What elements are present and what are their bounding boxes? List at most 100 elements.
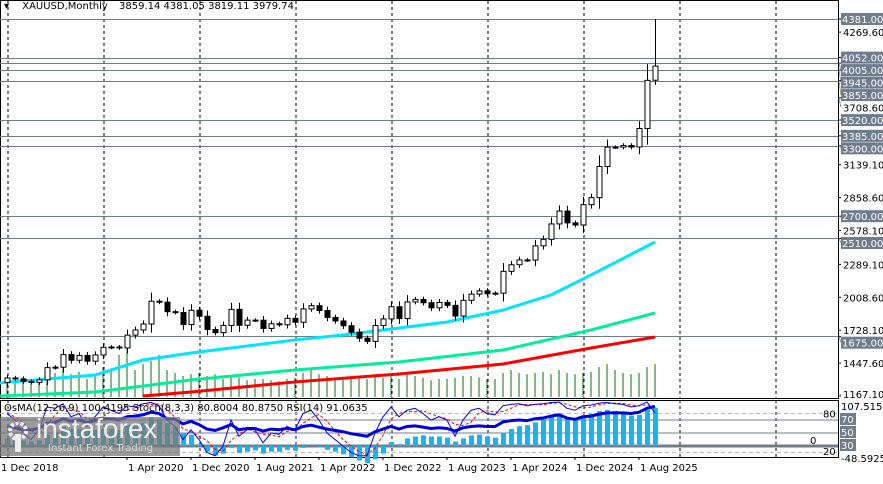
- candle: [236, 302, 243, 332]
- osma-bar: [653, 407, 658, 446]
- candle-body: [404, 301, 411, 320]
- candle: [580, 196, 587, 233]
- level-label-bg: [841, 336, 883, 349]
- level-label: 4381.00: [842, 15, 883, 26]
- candle-body: [604, 146, 611, 167]
- level-label-bg: [841, 76, 883, 89]
- osma-bar: [333, 446, 338, 452]
- candle-body: [100, 346, 107, 356]
- candle-body: [92, 354, 99, 362]
- osma-bar: [357, 446, 362, 461]
- candle-body: [516, 259, 523, 266]
- osma-bar: [573, 419, 578, 446]
- osma-bar: [525, 425, 530, 446]
- candle-body: [212, 329, 219, 334]
- y-tick-label: 1447.60: [843, 359, 883, 370]
- candle-body: [348, 325, 355, 333]
- candle: [556, 205, 563, 230]
- candle: [420, 296, 427, 306]
- candle: [92, 351, 99, 365]
- label-leader: [838, 97, 842, 108]
- moving-average-line: [142, 335, 656, 398]
- candle-body: [164, 301, 171, 313]
- candle-body: [644, 79, 651, 129]
- candle: [52, 365, 59, 370]
- indicator-level-label: 20: [823, 447, 836, 458]
- candle: [524, 258, 531, 262]
- osma-bar: [293, 446, 298, 451]
- candle-body: [300, 308, 307, 323]
- candle-body: [500, 270, 507, 294]
- candle-body: [252, 319, 259, 322]
- candle-body: [452, 304, 459, 317]
- candle-body: [244, 319, 251, 326]
- rsi-readout: RSI(14) 91.0635: [286, 403, 368, 414]
- watermark-logo: instaforex Instant Forex Trading: [0, 413, 180, 456]
- x-tick-label: 1 Dec 2022: [384, 463, 442, 474]
- osma-bar: [197, 444, 202, 446]
- candle-body: [28, 380, 35, 383]
- candle: [372, 319, 379, 348]
- osma-bar: [437, 436, 442, 446]
- osma-bar: [477, 434, 482, 446]
- candle: [540, 235, 547, 250]
- osma-bar: [453, 441, 458, 446]
- candle: [588, 193, 595, 209]
- candle-body: [564, 210, 571, 224]
- candle: [220, 321, 227, 337]
- candle: [4, 374, 11, 386]
- candle: [460, 293, 467, 323]
- candle: [20, 376, 27, 384]
- candle-body: [4, 377, 11, 383]
- candle-body: [332, 316, 339, 322]
- candle-body: [444, 301, 451, 306]
- candle-body: [492, 292, 499, 295]
- candle-body: [36, 379, 43, 383]
- candle-body: [652, 65, 659, 81]
- y-tick-label: 1167.10: [843, 390, 883, 401]
- osma-bar: [469, 435, 474, 446]
- candle-body: [420, 298, 427, 304]
- osma-bar: [605, 409, 610, 446]
- candle-body: [140, 323, 147, 331]
- chart-title: ▾ XAUUSD,Monthly 3859.14 4381.05 3819.11…: [4, 1, 294, 12]
- brand-name: instaforex: [36, 413, 158, 444]
- x-tick-label: 1 Aug 2021: [256, 463, 314, 474]
- osma-bar: [461, 438, 466, 446]
- x-tick-label: 1 Apr 2024: [512, 463, 567, 474]
- level-label: 4005.00: [842, 66, 883, 77]
- candle-body: [260, 319, 267, 329]
- candle-body: [276, 323, 283, 326]
- level-label-bg: [840, 413, 856, 425]
- candle-body: [76, 354, 83, 361]
- osma-bar: [429, 436, 434, 446]
- candle: [516, 256, 523, 268]
- candle-body: [284, 317, 291, 326]
- candle: [268, 320, 275, 332]
- candle: [484, 288, 491, 297]
- level-label-bg: [840, 439, 856, 451]
- indicator-level-label: 70: [841, 415, 854, 426]
- moving-average-line: [0, 240, 656, 385]
- osma-bar: [501, 432, 506, 446]
- indicator-level-label: 30: [841, 441, 854, 452]
- candle-body: [228, 308, 235, 326]
- candle-body: [596, 165, 603, 199]
- candle-body: [236, 308, 243, 326]
- candle-body: [132, 329, 139, 336]
- candle: [100, 343, 107, 360]
- candle-body: [84, 354, 91, 362]
- candle-body: [612, 146, 619, 149]
- moving-average-line: [0, 311, 656, 398]
- osma-bar: [485, 436, 490, 446]
- candle: [212, 326, 219, 336]
- candle: [348, 322, 355, 336]
- indicator-min-label: -48.5925: [841, 454, 883, 465]
- dropdown-arrow-icon[interactable]: ▾: [4, 1, 10, 12]
- osma-bar: [389, 442, 394, 446]
- osma-bar: [261, 446, 266, 454]
- candle-body: [188, 309, 195, 326]
- candle-body: [380, 318, 387, 327]
- level-label-bg: [841, 129, 883, 142]
- osma-bar: [381, 446, 386, 454]
